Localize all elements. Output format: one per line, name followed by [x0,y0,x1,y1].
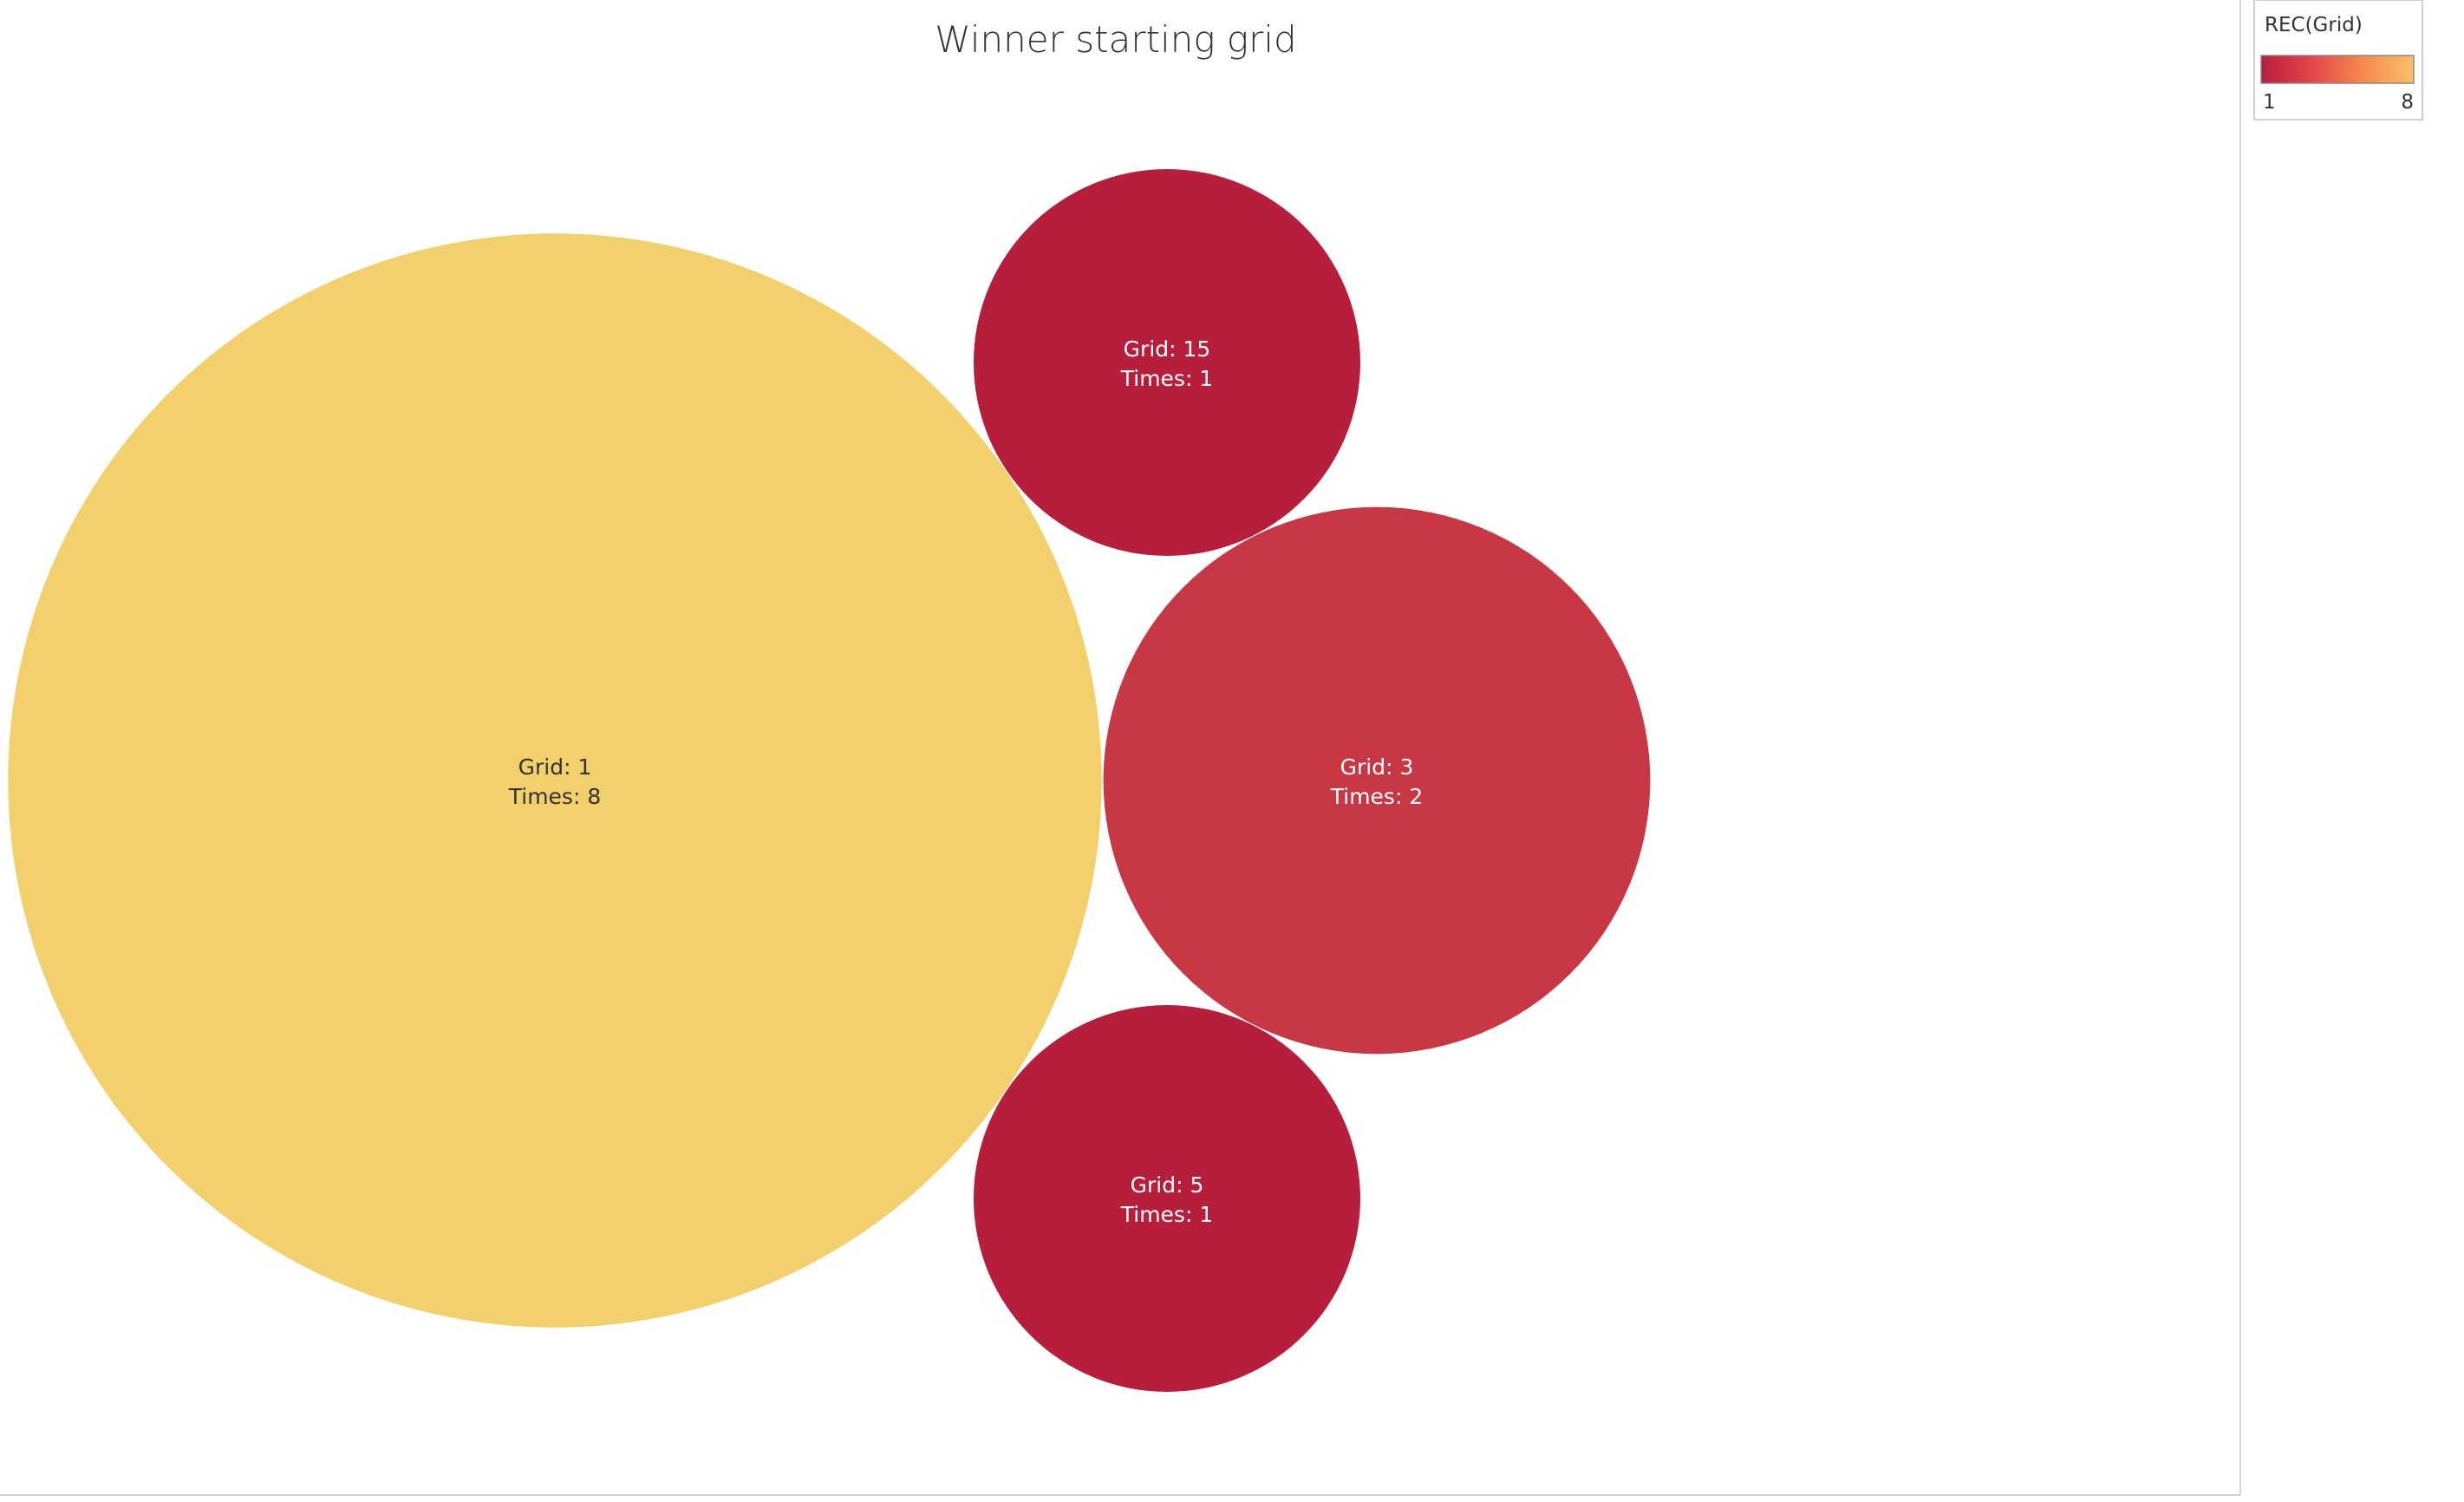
bubble-label-times: Times: 1 [1120,366,1213,391]
color-legend[interactable]: REC(Grid) 1 8 [2253,0,2423,121]
bubble-circle[interactable] [974,1005,1360,1392]
legend-max-label: 8 [2401,91,2414,114]
bubble-label-times: Times: 1 [1120,1202,1213,1227]
legend-gradient-bar [2260,55,2415,84]
legend-min-label: 1 [2263,91,2276,114]
bubble-grid-1[interactable]: Grid: 1 Times: 8 [8,233,1102,1328]
bubble-label-grid: Grid: 5 [1131,1172,1204,1198]
bubble-grid-15[interactable]: Grid: 15 Times: 1 [974,169,1360,556]
bubble-grid-5[interactable]: Grid: 5 Times: 1 [974,1005,1360,1392]
chart-title: Winner starting grid [935,18,1296,61]
legend-title: REC(Grid) [2265,14,2363,36]
bubbles-layer: Grid: 1 Times: 8 Grid: 15 Times: 1 Grid: 3 Ti… [8,169,1651,1392]
bubble-circle[interactable] [974,169,1360,556]
bubble-label-grid: Grid: 3 [1340,754,1414,780]
bubble-label-times: Times: 8 [508,784,601,809]
bubble-circle[interactable] [8,233,1102,1328]
bubble-label-grid: Grid: 15 [1124,336,1211,362]
bubble-label-grid: Grid: 1 [518,754,592,780]
bubble-circle[interactable] [1103,506,1651,1055]
bubble-grid-3[interactable]: Grid: 3 Times: 2 [1103,506,1651,1055]
bubble-label-times: Times: 2 [1330,784,1423,809]
